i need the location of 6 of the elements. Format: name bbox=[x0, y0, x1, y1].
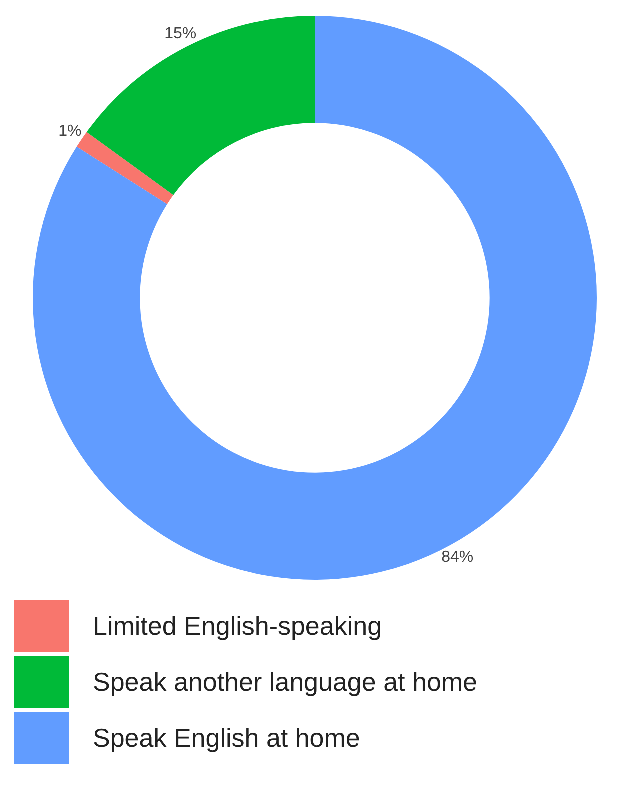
legend-label: Speak another language at home bbox=[93, 666, 478, 698]
legend-label: Limited English-speaking bbox=[93, 610, 382, 642]
data-label: 15% bbox=[164, 26, 197, 43]
legend-label: Speak English at home bbox=[93, 722, 360, 754]
data-label: 84% bbox=[442, 548, 474, 566]
data-label: 1% bbox=[58, 123, 82, 140]
